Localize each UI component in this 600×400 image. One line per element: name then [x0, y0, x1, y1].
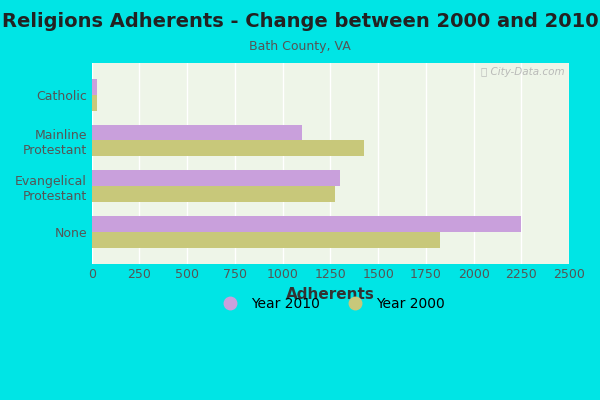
- Bar: [92, 124, 302, 140]
- Text: Religions Adherents - Change between 2000 and 2010: Religions Adherents - Change between 200…: [2, 12, 598, 31]
- Bar: [92, 95, 97, 111]
- Bar: [92, 216, 521, 232]
- Text: Bath County, VA: Bath County, VA: [249, 40, 351, 53]
- X-axis label: Adherents: Adherents: [286, 287, 375, 302]
- Bar: [92, 232, 440, 248]
- Text: ⓘ City-Data.com: ⓘ City-Data.com: [481, 67, 564, 77]
- Bar: [92, 140, 364, 156]
- Bar: [92, 79, 97, 95]
- Legend: Year 2010, Year 2000: Year 2010, Year 2000: [211, 292, 450, 317]
- Bar: [92, 186, 335, 202]
- Bar: [92, 170, 340, 186]
